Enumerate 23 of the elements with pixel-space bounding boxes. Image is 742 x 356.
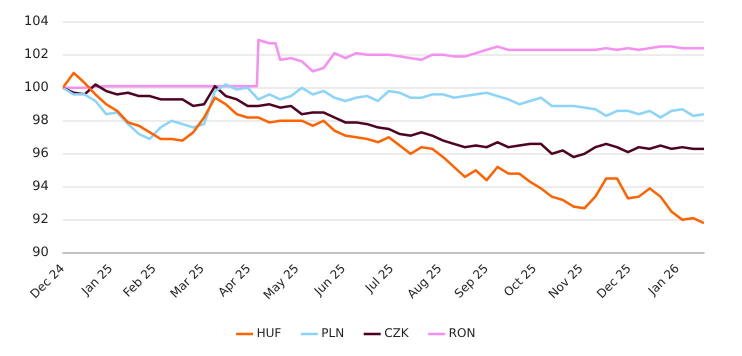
- x-tick-label: Dec 24: [27, 261, 68, 302]
- y-tick-label: 92: [32, 212, 49, 228]
- x-tick-label: Jan 26: [644, 261, 682, 298]
- y-tick-label: 90: [32, 245, 49, 260]
- x-tick-label: Jul 25: [362, 261, 396, 296]
- y-tick-label: 98: [32, 113, 49, 128]
- y-tick-label: 100: [24, 80, 49, 96]
- y-tick-label: 94: [32, 179, 49, 194]
- x-tick-label: Sep 25: [452, 261, 491, 301]
- x-tick-label: Mar 25: [167, 261, 207, 301]
- x-tick-label: Jun 25: [310, 261, 348, 299]
- y-tick-label: 96: [32, 146, 49, 162]
- legend-label: HUF: [256, 326, 282, 340]
- y-tick-label: 102: [24, 47, 49, 62]
- y-tick-label: 104: [24, 14, 49, 30]
- legend-label: CZK: [384, 326, 410, 340]
- x-tick-label: Feb 25: [120, 261, 159, 300]
- x-tick-label: Apr 25: [215, 261, 254, 300]
- x-tick-label: Jan 25: [78, 261, 116, 298]
- legend-label: RON: [448, 326, 476, 340]
- legend-label: PLN: [321, 326, 344, 340]
- x-tick-label: Dec 25: [594, 261, 634, 302]
- x-tick-label: Oct 25: [501, 261, 540, 300]
